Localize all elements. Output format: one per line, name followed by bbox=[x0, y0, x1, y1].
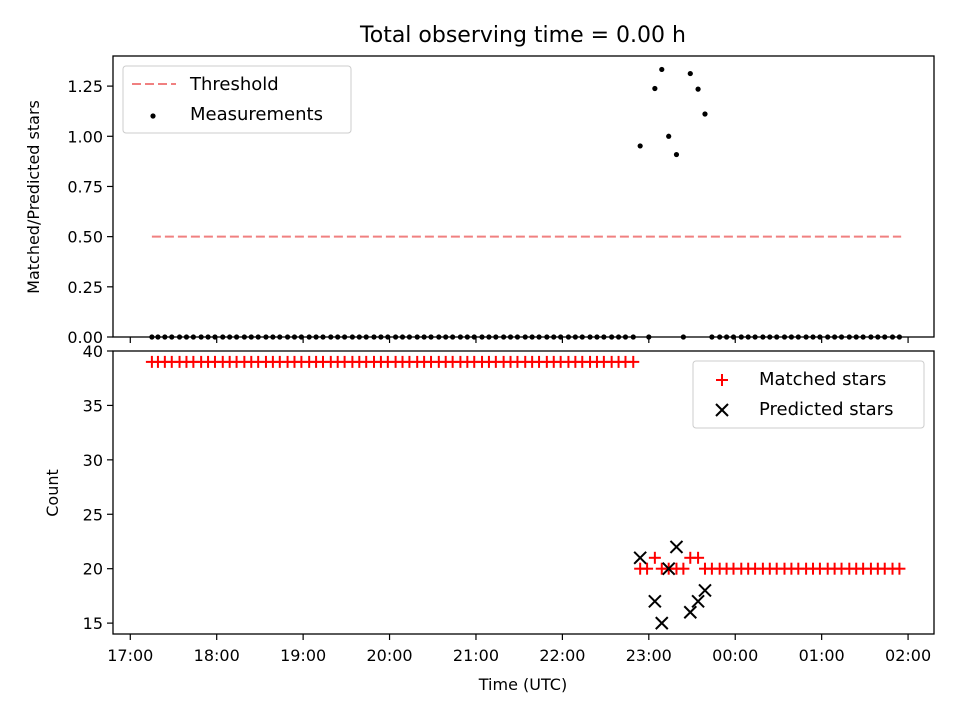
legend-matched-swatch bbox=[716, 374, 728, 386]
predicted-star-marker bbox=[655, 616, 669, 630]
matched-stars-series bbox=[145, 355, 906, 575]
bottom-y-tick-label: 15 bbox=[83, 614, 103, 633]
top-y-tick-label: 1.25 bbox=[67, 77, 103, 96]
bottom-y-tick-label: 25 bbox=[83, 505, 103, 524]
top-plot-frame bbox=[112, 55, 935, 338]
matched-star-marker bbox=[677, 562, 690, 575]
legend-measurements-swatch bbox=[150, 113, 156, 119]
predicted-star-marker bbox=[683, 605, 697, 619]
bottom-plot-frame bbox=[112, 350, 935, 635]
measurement-point bbox=[637, 143, 643, 149]
bottom-x-tick-label: 17:00 bbox=[107, 646, 153, 665]
bottom-panel: 15 20 25 30 35 40 17:00 18:00 19:00 20:00 21:00 22… bbox=[43, 342, 935, 694]
top-x-axis bbox=[129, 337, 909, 343]
predicted-star-marker bbox=[633, 551, 647, 565]
legend-predicted-swatch bbox=[715, 403, 729, 417]
bottom-x-axis-label: Time (UTC) bbox=[478, 675, 567, 694]
matched-star-marker bbox=[692, 551, 705, 564]
top-y-axis: 0.00 0.25 0.50 0.75 1.00 1.25 bbox=[67, 77, 113, 347]
top-y-tick-label: 1.00 bbox=[67, 127, 103, 146]
top-legend: Threshold Measurements bbox=[122, 65, 352, 134]
bottom-x-tick-label: 19:00 bbox=[280, 646, 326, 665]
top-y-tick-label: 0.75 bbox=[67, 177, 103, 196]
matched-star-marker bbox=[648, 551, 661, 564]
predicted-star-marker bbox=[648, 594, 662, 609]
measurement-point bbox=[659, 66, 665, 73]
bottom-x-tick-label: 20:00 bbox=[366, 646, 412, 665]
predicted-stars-series bbox=[633, 540, 712, 630]
bottom-y-tick-label: 30 bbox=[83, 451, 103, 470]
measurement-point bbox=[673, 151, 680, 158]
measurement-point bbox=[652, 85, 658, 92]
bottom-legend-box bbox=[692, 360, 925, 429]
bottom-x-tick-label: 01:00 bbox=[799, 646, 845, 665]
bottom-x-tick-label: 21:00 bbox=[453, 646, 499, 665]
bottom-y-axis: 15 20 25 30 35 40 bbox=[83, 342, 113, 633]
legend-threshold-label: Threshold bbox=[189, 74, 279, 95]
legend-measurements-label: Measurements bbox=[190, 104, 323, 125]
predicted-star-marker bbox=[691, 594, 705, 609]
top-y-axis-label: Matched/Predicted stars bbox=[24, 100, 43, 294]
top-legend-box bbox=[122, 65, 352, 134]
matched-star-marker bbox=[893, 562, 906, 575]
bottom-x-axis: 17:00 18:00 19:00 20:00 21:00 22:00 23:00 00:00… bbox=[107, 634, 931, 665]
measurement-point bbox=[702, 111, 708, 117]
legend-matched-label: Matched stars bbox=[759, 369, 886, 390]
measurement-point bbox=[666, 133, 672, 139]
bottom-x-tick-label: 00:00 bbox=[712, 646, 758, 665]
predicted-star-marker bbox=[698, 583, 712, 598]
matched-star-marker bbox=[627, 355, 640, 368]
bottom-legend: Matched stars Predicted stars bbox=[692, 360, 925, 429]
top-y-tick-label: 0.00 bbox=[67, 328, 103, 347]
top-y-tick-label: 0.50 bbox=[67, 228, 103, 247]
top-y-tick-label: 0.25 bbox=[67, 278, 103, 297]
top-panel: Total observing time = 0.00 h 0.000.250.… bbox=[24, 23, 935, 347]
bottom-x-tick-label: 23:00 bbox=[626, 646, 672, 665]
legend-predicted-label: Predicted stars bbox=[759, 399, 893, 420]
measurement-point bbox=[687, 70, 693, 77]
bottom-y-tick-label: 20 bbox=[83, 560, 103, 579]
chart-title: Total observing time = 0.00 h bbox=[359, 23, 686, 48]
matched-star-marker bbox=[641, 562, 654, 575]
bottom-y-tick-label: 40 bbox=[83, 342, 103, 361]
predicted-star-marker bbox=[661, 561, 676, 576]
bottom-y-axis-label: Count bbox=[43, 469, 62, 517]
bottom-x-tick-label: 02:00 bbox=[885, 646, 931, 665]
measurement-point bbox=[695, 86, 701, 92]
bottom-y-tick-label: 35 bbox=[83, 396, 103, 415]
bottom-x-tick-label: 18:00 bbox=[194, 646, 240, 665]
predicted-star-marker bbox=[669, 540, 684, 554]
bottom-x-tick-label: 22:00 bbox=[539, 646, 585, 665]
